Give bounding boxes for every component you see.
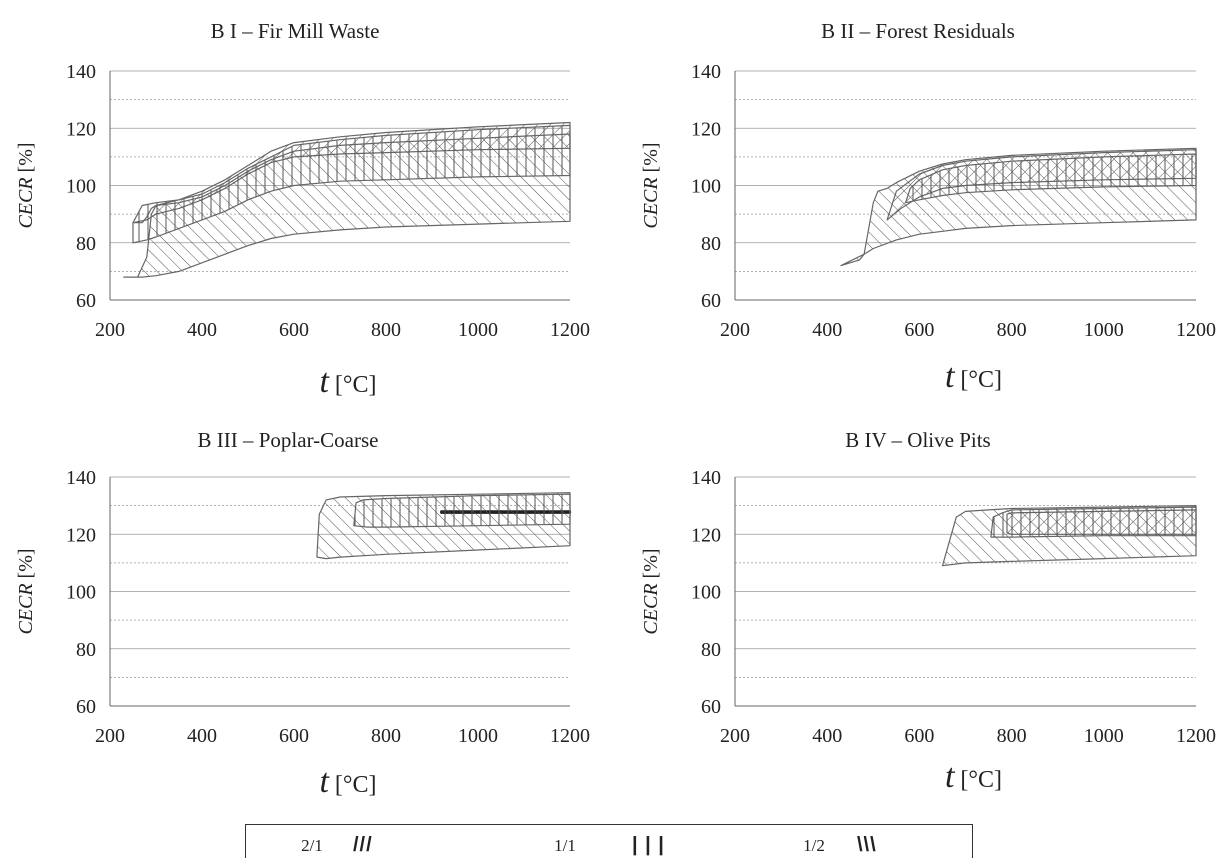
- y-tick-label: 140: [66, 467, 96, 489]
- x-tick-label: 1200: [1176, 725, 1216, 747]
- x-tick-label: 800: [997, 319, 1027, 341]
- x-tick-label: 400: [187, 725, 217, 747]
- x-axis-label: t [°C]: [945, 358, 1002, 395]
- y-tick-label: 80: [701, 639, 721, 661]
- legend-hatch-symbol: \\\: [857, 834, 877, 856]
- y-tick-label: 80: [76, 639, 96, 661]
- y-tick-label: 140: [691, 467, 721, 489]
- legend-items: 2/1 /// 1/1 | | | 1/2 \\\: [301, 834, 877, 856]
- y-tick-label: 60: [76, 696, 96, 718]
- x-tick-label: 1200: [1176, 319, 1216, 341]
- legend-hatch-symbol: ///: [353, 834, 373, 856]
- chart-title: B IV – Olive Pits: [845, 428, 990, 452]
- series-band-1-2: [941, 505, 1197, 567]
- x-tick-label: 200: [95, 725, 125, 747]
- series-band-1-2: [316, 492, 571, 560]
- y-tick-label: 100: [66, 582, 96, 604]
- y-tick-label: 80: [76, 233, 96, 255]
- y-tick-label: 120: [691, 118, 721, 140]
- x-tick-label: 600: [904, 725, 934, 747]
- x-tick-label: 1200: [550, 725, 590, 747]
- y-tick-label: 80: [701, 233, 721, 255]
- x-tick-label: 800: [371, 319, 401, 341]
- y-tick-label: 140: [66, 61, 96, 83]
- x-tick-label: 400: [812, 725, 842, 747]
- chart-title: B II – Forest Residuals: [821, 19, 1015, 43]
- chart-title: B I – Fir Mill Waste: [211, 19, 380, 43]
- x-tick-label: 200: [720, 725, 750, 747]
- series-band-1-2: [840, 147, 1197, 267]
- y-axis-label: CECR [%]: [640, 142, 662, 228]
- y-tick-label: 60: [701, 696, 721, 718]
- chart-panel-4: B IV – Olive Pits 60 80 100 120 140 200 400 600 8…: [640, 428, 1216, 795]
- y-tick-label: 100: [66, 176, 96, 198]
- x-tick-label: 1000: [1084, 725, 1124, 747]
- x-tick-label: 600: [904, 319, 934, 341]
- chart-title: B III – Poplar-Coarse: [198, 428, 379, 452]
- legend-label: 1/2: [803, 836, 825, 855]
- legend-hatch-symbol: | | |: [632, 834, 665, 856]
- x-tick-label: 800: [997, 725, 1027, 747]
- x-tick-label: 1000: [1084, 319, 1124, 341]
- x-tick-label: 400: [187, 319, 217, 341]
- y-tick-label: 140: [691, 61, 721, 83]
- y-axis-label: CECR [%]: [15, 548, 37, 634]
- series-band-1-2: [123, 133, 571, 278]
- x-tick-label: 800: [371, 725, 401, 747]
- x-tick-label: 400: [812, 319, 842, 341]
- x-tick-label: 200: [95, 319, 125, 341]
- x-axis-label: t [°C]: [319, 363, 376, 400]
- y-axis-label: CECR [%]: [15, 142, 37, 228]
- y-tick-label: 100: [691, 176, 721, 198]
- x-axis-label: t [°C]: [945, 758, 1002, 795]
- x-tick-label: 1200: [550, 319, 590, 341]
- x-tick-label: 200: [720, 319, 750, 341]
- x-tick-label: 600: [279, 319, 309, 341]
- chart-panel-3: B III – Poplar-Coarse 60 80 100 120 140 200 400…: [15, 428, 590, 800]
- y-tick-label: 120: [66, 524, 96, 546]
- y-axis-label: CECR [%]: [640, 548, 662, 634]
- legend: [245, 824, 973, 858]
- y-tick-label: 120: [66, 118, 96, 140]
- y-tick-label: 60: [76, 290, 96, 312]
- legend-label: 1/1: [554, 836, 576, 855]
- legend-label: 2/1: [301, 836, 323, 855]
- y-tick-label: 120: [691, 524, 721, 546]
- chart-panel-2: B II – Forest Residuals 60 80 100 120 140 200 4…: [640, 19, 1216, 395]
- y-tick-label: 100: [691, 582, 721, 604]
- chart-panel-1: B I – Fir Mill Waste 60 80 100 120 140 200 400 6…: [15, 19, 590, 400]
- x-axis-label: t [°C]: [319, 763, 376, 800]
- x-tick-label: 1000: [458, 319, 498, 341]
- x-tick-label: 600: [279, 725, 309, 747]
- y-tick-label: 60: [701, 290, 721, 312]
- x-tick-label: 1000: [458, 725, 498, 747]
